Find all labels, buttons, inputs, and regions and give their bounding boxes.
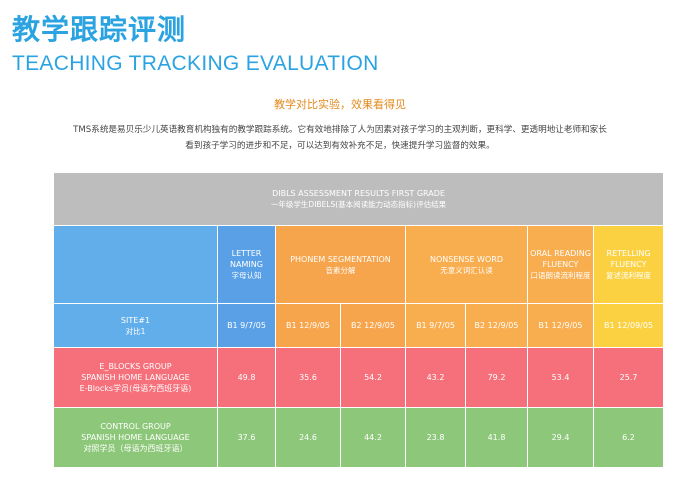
col-header-cn: 音素分解: [325, 265, 356, 275]
page-title-en: TEACHING TRACKING EVALUATION: [12, 52, 379, 75]
col-header-en: NONSENSE WORD: [430, 254, 503, 264]
row-label-line-1: E_BLOCKS GROUP: [99, 362, 172, 371]
table-title-cn: 一年级学生DIBELS(基本阅读能力动态指标)评估结果: [270, 200, 447, 209]
col-header-phonem-segmentation: PHONEM SEGMENTATION 音素分解: [275, 225, 406, 304]
table-title-cell: DIBLS ASSESSMENT RESULTS FIRST GRADE 一年级…: [52, 172, 665, 226]
site-label-cn: 对比1: [125, 326, 146, 336]
value-cell: 54.2: [340, 347, 406, 408]
col-header-en: ORAL READING FLUENCY: [530, 249, 591, 269]
row-label-line-3: 对照学员（母语为西班牙语）: [83, 444, 188, 453]
col-header-cn: 复述流利程度: [606, 271, 652, 280]
description: TMS系统是易贝乐少儿英语教育机构独有的教学跟踪系统。它有效地排除了人为因素对孩…: [40, 122, 640, 154]
row-label-control: CONTROL GROUP SPANISH HOME LANGUAGE 对照学员…: [53, 407, 218, 468]
value-cell: 44.2: [340, 407, 406, 468]
description-line-2: 看到孩子学习的进步和不足，可以达到有效补充不足，快速提升学习监督的效果。: [185, 141, 495, 151]
col-header-oral-reading-fluency: ORAL READING FLUENCY 口语朗读流利程度: [527, 225, 594, 304]
row-label-line-2: SPANISH HOME LANGUAGE: [81, 373, 190, 382]
site-date-cell: B1 12/09/05: [592, 303, 665, 348]
value-cell: 25.7: [592, 347, 665, 408]
site-label-en: SITE#1: [120, 315, 151, 325]
col-header-en: PHONEM SEGMENTATION: [290, 254, 391, 264]
value-cell: 79.2: [465, 347, 528, 408]
corner-cell: [53, 225, 218, 304]
value-cell: 23.8: [405, 407, 466, 468]
table-title-en: DIBLS ASSESSMENT RESULTS FIRST GRADE: [272, 189, 445, 198]
row-label-eblocks: E_BLOCKS GROUP SPANISH HOME LANGUAGE E-B…: [53, 347, 218, 408]
subtitle: 教学对比实验，效果看得见: [274, 98, 406, 111]
row-label-line-3: E-Blocks学员(母语为西班牙语): [79, 384, 192, 393]
value-cell: 35.6: [275, 347, 341, 408]
value-cell: 37.6: [217, 407, 276, 468]
col-header-cn: 口语朗读流利程度: [530, 271, 591, 280]
site-date-cell: B1 9/7/05: [217, 303, 276, 348]
col-header-cn: 字母认知: [231, 271, 262, 280]
col-header-letter-naming: LETTER NAMING 字母认知: [217, 225, 276, 304]
col-header-cn: 无意义词汇认读: [440, 265, 493, 275]
page-title-cn: 教学跟踪评测: [12, 13, 187, 46]
row-label-line-2: SPANISH HOME LANGUAGE: [81, 433, 190, 442]
results-table: DIBLS ASSESSMENT RESULTS FIRST GRADE 一年级…: [52, 172, 665, 468]
site-date-cell: B1 12/9/05: [275, 303, 341, 348]
site-date-cell: B1 12/9/05: [527, 303, 594, 348]
value-cell: 24.6: [275, 407, 341, 468]
col-header-en: LETTER NAMING: [230, 249, 263, 269]
value-cell: 53.4: [527, 347, 594, 408]
value-cell: 29.4: [527, 407, 594, 468]
description-line-1: TMS系统是易贝乐少儿英语教育机构独有的教学跟踪系统。它有效地排除了人为因素对孩…: [73, 125, 607, 135]
value-cell: 49.8: [217, 347, 276, 408]
row-label-line-1: CONTROL GROUP: [100, 422, 171, 431]
site-date-cell: B1 9/7/05: [405, 303, 466, 348]
value-cell: 43.2: [405, 347, 466, 408]
col-header-en: RETELLING FLUENCY: [606, 249, 651, 269]
value-cell: 41.8: [465, 407, 528, 468]
site-date-cell: B2 12/9/05: [465, 303, 528, 348]
col-header-nonsense-word: NONSENSE WORD 无意义词汇认读: [405, 225, 528, 304]
col-header-retelling-fluency: RETELLING FLUENCY 复述流利程度: [592, 225, 665, 304]
site-date-cell: B2 12/9/05: [340, 303, 406, 348]
value-cell: 6.2: [592, 407, 665, 468]
site-row-label: SITE#1 对比1: [53, 303, 218, 348]
